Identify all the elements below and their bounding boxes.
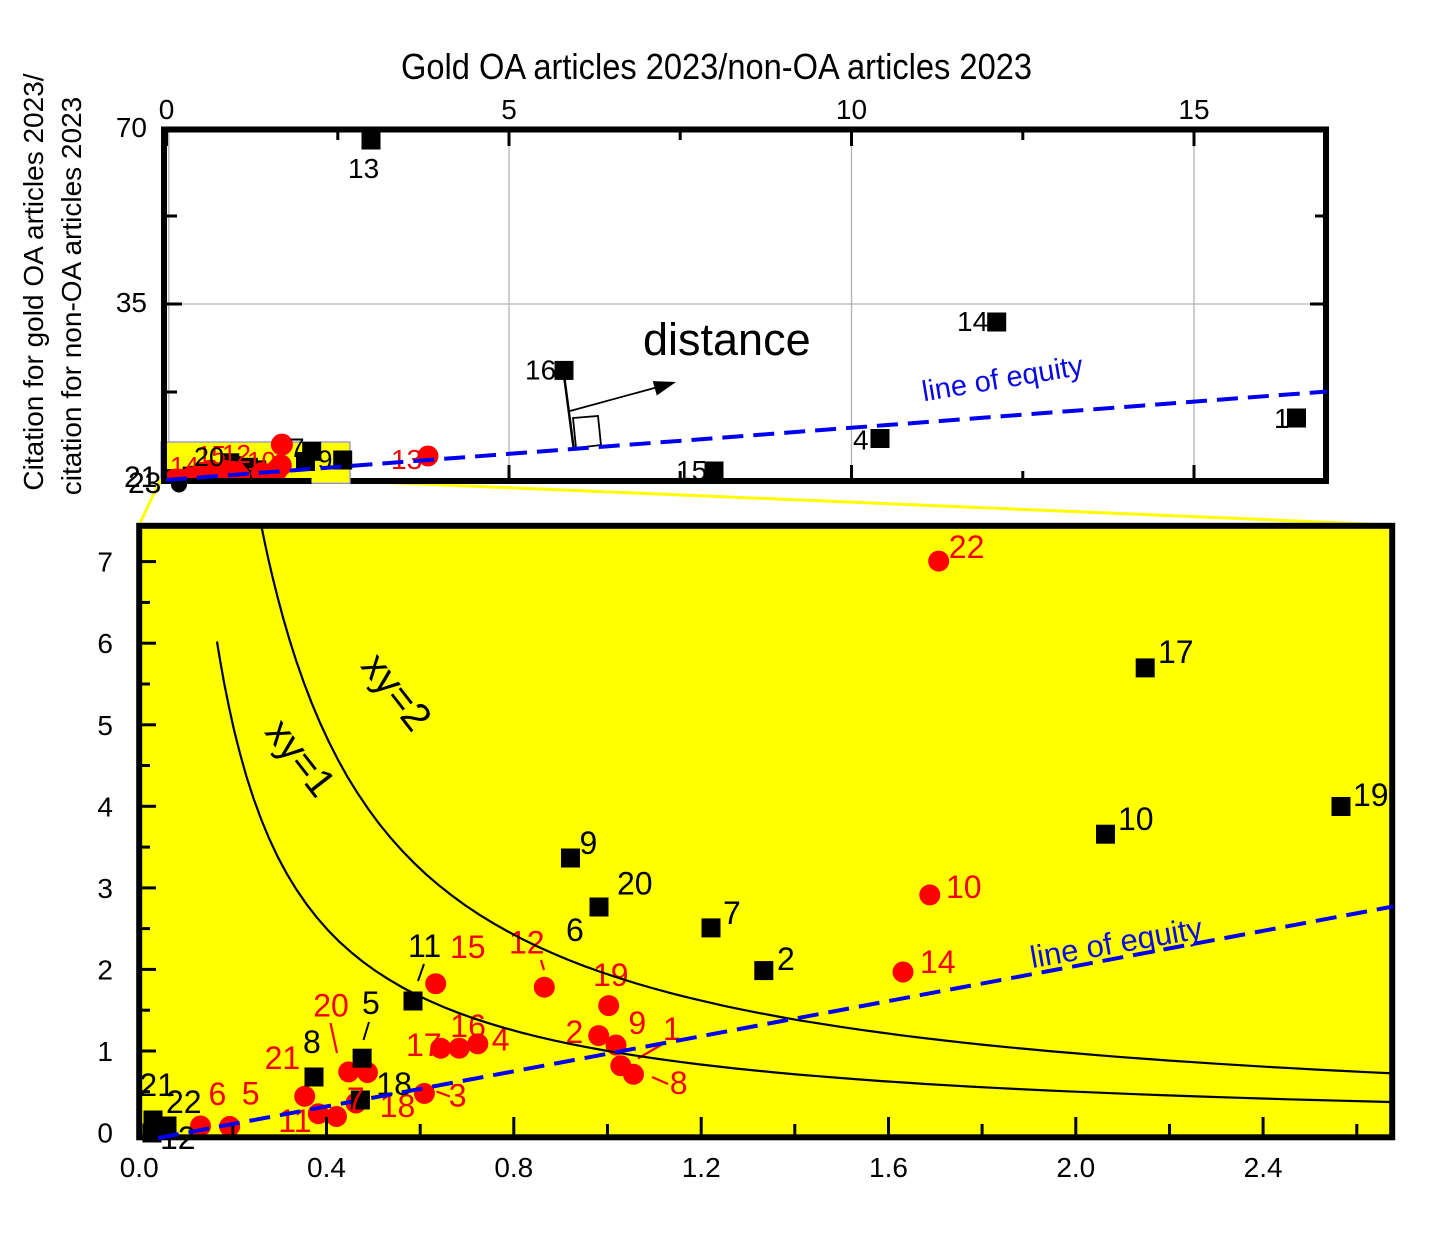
svg-text:17: 17 — [406, 1027, 442, 1063]
svg-text:1: 1 — [97, 1036, 113, 1067]
svg-text:9: 9 — [628, 1005, 646, 1041]
svg-text:4: 4 — [853, 425, 869, 456]
svg-text:12: 12 — [222, 439, 251, 469]
svg-text:17: 17 — [1158, 634, 1194, 670]
svg-text:11: 11 — [278, 1103, 311, 1139]
svg-text:5: 5 — [501, 94, 517, 125]
svg-text:8: 8 — [303, 1024, 321, 1060]
svg-text:15: 15 — [197, 440, 226, 470]
svg-text:citation for non-OA articles 2: citation for non-OA articles 2023 — [56, 97, 87, 495]
svg-text:0.0: 0.0 — [120, 1152, 159, 1183]
svg-text:2.0: 2.0 — [1056, 1152, 1095, 1183]
svg-text:Citation for gold OA articles: Citation for gold OA articles 2023/ — [18, 73, 49, 490]
svg-text:10: 10 — [946, 869, 982, 905]
svg-text:14: 14 — [957, 306, 988, 337]
svg-text:15: 15 — [450, 929, 486, 965]
svg-text:0: 0 — [97, 1118, 113, 1149]
svg-text:7: 7 — [347, 1081, 365, 1117]
svg-text:11: 11 — [408, 928, 441, 964]
svg-text:23: 23 — [128, 467, 161, 500]
svg-text:0: 0 — [159, 94, 175, 125]
svg-text:13: 13 — [348, 153, 379, 184]
svg-text:21: 21 — [124, 461, 157, 494]
svg-text:1: 1 — [663, 1011, 681, 1047]
svg-text:Gold OA articles 2023/non-OA a: Gold OA articles 2023/non-OA articles 20… — [401, 46, 1032, 87]
svg-text:6: 6 — [566, 912, 584, 948]
svg-text:19: 19 — [1353, 777, 1389, 813]
svg-text:6: 6 — [97, 628, 113, 659]
svg-text:1: 1 — [1274, 403, 1290, 434]
svg-text:2: 2 — [777, 941, 795, 977]
svg-text:0.4: 0.4 — [307, 1152, 346, 1183]
svg-text:22: 22 — [949, 529, 985, 565]
svg-text:3: 3 — [97, 873, 113, 904]
svg-text:16: 16 — [525, 355, 556, 386]
svg-text:9: 9 — [580, 825, 598, 861]
svg-text:4: 4 — [492, 1022, 510, 1058]
svg-text:21: 21 — [139, 1067, 175, 1103]
svg-text:1.6: 1.6 — [869, 1152, 908, 1183]
svg-text:4: 4 — [97, 791, 113, 822]
svg-text:3: 3 — [449, 1078, 467, 1114]
svg-text:5: 5 — [362, 985, 380, 1021]
svg-text:14: 14 — [920, 944, 956, 980]
svg-text:1.2: 1.2 — [682, 1152, 721, 1183]
svg-text:5: 5 — [97, 710, 113, 741]
svg-text:15: 15 — [1178, 94, 1209, 125]
svg-text:35: 35 — [116, 287, 147, 318]
svg-text:9: 9 — [318, 445, 333, 475]
svg-text:2.4: 2.4 — [1244, 1152, 1283, 1183]
svg-text:2: 2 — [97, 954, 113, 985]
svg-text:distance: distance — [643, 314, 811, 365]
svg-text:16: 16 — [450, 1008, 486, 1044]
svg-text:70: 70 — [116, 112, 147, 143]
svg-text:5: 5 — [242, 1076, 260, 1112]
svg-text:14: 14 — [170, 451, 199, 481]
svg-text:10: 10 — [1118, 801, 1154, 837]
svg-text:2: 2 — [566, 1014, 584, 1050]
svg-text:0.8: 0.8 — [494, 1152, 533, 1183]
svg-text:20: 20 — [617, 866, 653, 902]
svg-text:20: 20 — [313, 988, 349, 1024]
svg-text:7: 7 — [290, 433, 305, 463]
svg-text:21: 21 — [265, 1040, 301, 1076]
svg-text:10: 10 — [836, 94, 867, 125]
svg-text:20: 20 — [194, 442, 224, 472]
svg-text:6: 6 — [209, 1076, 227, 1112]
svg-text:7: 7 — [723, 895, 741, 931]
svg-text:22: 22 — [166, 1084, 202, 1120]
svg-text:8: 8 — [670, 1065, 688, 1101]
svg-text:7: 7 — [97, 547, 113, 578]
